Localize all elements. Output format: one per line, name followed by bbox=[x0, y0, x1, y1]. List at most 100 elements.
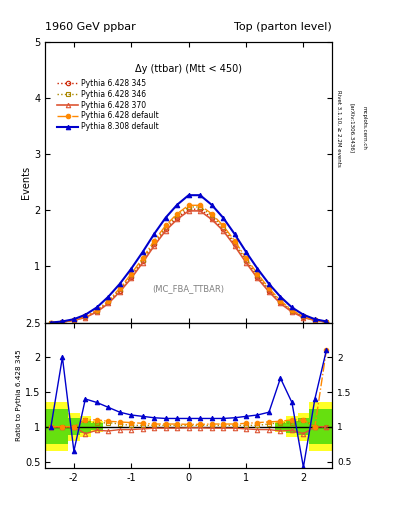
Pythia 6.428 345 bbox=[221, 226, 226, 232]
Pythia 6.428 346 bbox=[324, 319, 329, 325]
Pythia 6.428 default bbox=[255, 271, 260, 277]
Pythia 6.428 370 bbox=[94, 309, 99, 315]
Line: Pythia 6.428 370: Pythia 6.428 370 bbox=[49, 209, 329, 325]
Pythia 8.308 default bbox=[72, 316, 76, 322]
Pythia 6.428 346 bbox=[186, 204, 191, 210]
Pythia 6.428 370 bbox=[266, 289, 271, 295]
Pythia 6.428 345 bbox=[163, 226, 168, 232]
Pythia 8.308 default bbox=[186, 192, 191, 198]
Pythia 6.428 346 bbox=[198, 204, 202, 210]
Text: Rivet 3.1.10, ≥ 2.2M events: Rivet 3.1.10, ≥ 2.2M events bbox=[336, 90, 341, 166]
Pythia 6.428 346 bbox=[83, 313, 88, 319]
Y-axis label: Ratio to Pythia 6.428 345: Ratio to Pythia 6.428 345 bbox=[16, 350, 22, 441]
Pythia 6.428 370 bbox=[301, 314, 306, 321]
Pythia 6.428 346 bbox=[60, 319, 65, 325]
Pythia 6.428 370 bbox=[83, 314, 88, 321]
Line: Pythia 6.428 default: Pythia 6.428 default bbox=[49, 203, 329, 325]
Pythia 6.428 345 bbox=[152, 241, 156, 247]
Pythia 8.308 default bbox=[163, 215, 168, 221]
Text: Top (parton level): Top (parton level) bbox=[234, 22, 332, 32]
Pythia 8.308 default bbox=[198, 192, 202, 198]
Pythia 6.428 345 bbox=[118, 288, 122, 294]
Pythia 6.428 346 bbox=[312, 317, 317, 324]
Pythia 6.428 370 bbox=[140, 260, 145, 266]
Pythia 6.428 default bbox=[209, 210, 214, 217]
Pythia 8.308 default bbox=[118, 281, 122, 287]
Pythia 8.308 default bbox=[278, 294, 283, 300]
Pythia 6.428 346 bbox=[232, 239, 237, 245]
Pythia 6.428 345 bbox=[94, 308, 99, 314]
Pythia 6.428 370 bbox=[49, 319, 53, 326]
Pythia 6.428 370 bbox=[255, 275, 260, 281]
Pythia 8.308 default bbox=[290, 304, 294, 310]
Pythia 6.428 370 bbox=[60, 319, 65, 325]
Pythia 6.428 345 bbox=[266, 288, 271, 294]
Pythia 6.428 default bbox=[129, 271, 134, 277]
Pythia 6.428 345 bbox=[140, 258, 145, 264]
Pythia 8.308 default bbox=[324, 318, 329, 325]
Pythia 6.428 default bbox=[175, 210, 180, 217]
Pythia 6.428 370 bbox=[186, 208, 191, 214]
Pythia 6.428 370 bbox=[324, 319, 329, 325]
Pythia 8.308 default bbox=[209, 202, 214, 208]
Pythia 6.428 346 bbox=[301, 313, 306, 319]
Pythia 6.428 default bbox=[152, 238, 156, 244]
Pythia 6.428 345 bbox=[83, 314, 88, 320]
Pythia 6.428 default bbox=[324, 319, 329, 325]
Pythia 6.428 345 bbox=[324, 319, 329, 325]
Legend: Pythia 6.428 345, Pythia 6.428 346, Pythia 6.428 370, Pythia 6.428 default, Pyth: Pythia 6.428 345, Pythia 6.428 346, Pyth… bbox=[54, 76, 162, 135]
Pythia 6.428 default bbox=[140, 255, 145, 261]
Pythia 6.428 default bbox=[186, 202, 191, 208]
Pythia 6.428 345 bbox=[106, 300, 111, 306]
Pythia 6.428 default bbox=[232, 238, 237, 244]
Pythia 6.428 default bbox=[60, 319, 65, 325]
Pythia 6.428 default bbox=[49, 319, 53, 326]
Pythia 6.428 default bbox=[290, 307, 294, 313]
Pythia 6.428 345 bbox=[255, 273, 260, 280]
Text: 1960 GeV ppbar: 1960 GeV ppbar bbox=[45, 22, 136, 32]
Pythia 6.428 345 bbox=[72, 317, 76, 324]
Pythia 6.428 370 bbox=[163, 227, 168, 233]
Pythia 8.308 default bbox=[175, 202, 180, 208]
Pythia 6.428 345 bbox=[129, 273, 134, 280]
Pythia 8.308 default bbox=[49, 319, 53, 326]
Pythia 6.428 370 bbox=[244, 260, 248, 266]
Pythia 6.428 default bbox=[312, 317, 317, 324]
Pythia 8.308 default bbox=[94, 304, 99, 310]
Pythia 8.308 default bbox=[129, 266, 134, 272]
Pythia 6.428 345 bbox=[244, 258, 248, 264]
Pythia 6.428 default bbox=[163, 222, 168, 228]
Pythia 6.428 345 bbox=[278, 300, 283, 306]
Pythia 6.428 346 bbox=[163, 224, 168, 230]
Pythia 8.308 default bbox=[244, 249, 248, 255]
Pythia 6.428 default bbox=[83, 313, 88, 319]
Pythia 8.308 default bbox=[255, 266, 260, 272]
Pythia 6.428 default bbox=[301, 313, 306, 319]
Pythia 6.428 345 bbox=[49, 319, 53, 326]
Text: mcplots.cern.ch: mcplots.cern.ch bbox=[362, 106, 367, 150]
Pythia 6.428 346 bbox=[244, 257, 248, 263]
Pythia 8.308 default bbox=[266, 281, 271, 287]
Pythia 6.428 370 bbox=[312, 317, 317, 324]
Pythia 6.428 345 bbox=[186, 206, 191, 212]
Pythia 6.428 346 bbox=[209, 212, 214, 219]
Pythia 6.428 346 bbox=[290, 308, 294, 314]
Pythia 6.428 370 bbox=[72, 317, 76, 324]
Pythia 6.428 default bbox=[94, 307, 99, 313]
Pythia 6.428 346 bbox=[49, 319, 53, 326]
Pythia 6.428 370 bbox=[232, 243, 237, 249]
Pythia 6.428 370 bbox=[106, 301, 111, 307]
Pythia 6.428 370 bbox=[129, 275, 134, 281]
Pythia 6.428 default bbox=[106, 297, 111, 304]
Pythia 6.428 346 bbox=[175, 212, 180, 219]
Pythia 6.428 default bbox=[244, 255, 248, 261]
Pythia 6.428 default bbox=[278, 297, 283, 304]
Pythia 8.308 default bbox=[232, 231, 237, 237]
Pythia 6.428 370 bbox=[152, 243, 156, 249]
Pythia 6.428 default bbox=[72, 317, 76, 324]
Pythia 6.428 346 bbox=[106, 298, 111, 304]
Pythia 6.428 default bbox=[266, 285, 271, 291]
Pythia 6.428 370 bbox=[198, 208, 202, 214]
Text: (MC_FBA_TTBAR): (MC_FBA_TTBAR) bbox=[152, 284, 225, 293]
Pythia 6.428 370 bbox=[290, 309, 294, 315]
